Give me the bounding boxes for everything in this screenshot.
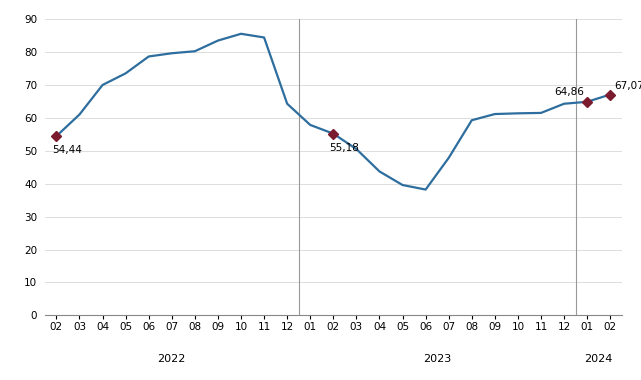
Text: 67,07: 67,07 bbox=[615, 81, 641, 91]
Text: 2024: 2024 bbox=[585, 354, 613, 364]
Text: 55,18: 55,18 bbox=[329, 142, 359, 152]
Text: 54,44: 54,44 bbox=[52, 145, 82, 155]
Text: 2022: 2022 bbox=[158, 354, 186, 364]
Text: 2023: 2023 bbox=[423, 354, 451, 364]
Text: 64,86: 64,86 bbox=[554, 87, 585, 97]
